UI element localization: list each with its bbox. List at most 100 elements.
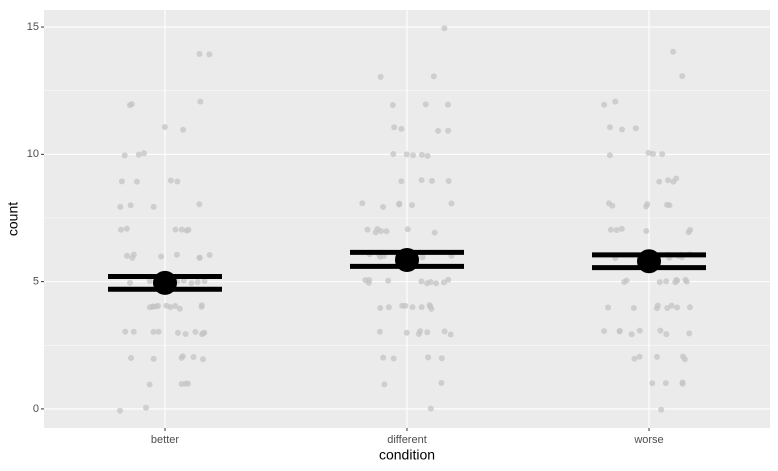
- point: [427, 405, 434, 412]
- point: [431, 229, 438, 236]
- point: [140, 150, 147, 157]
- point: [440, 279, 447, 286]
- point: [390, 150, 397, 157]
- point: [178, 226, 185, 233]
- point: [194, 279, 201, 286]
- point: [391, 124, 398, 131]
- point: [444, 101, 451, 108]
- point: [178, 354, 185, 361]
- point: [174, 178, 181, 185]
- point: [398, 125, 405, 132]
- mean-point: [395, 247, 419, 272]
- point: [636, 327, 643, 334]
- point: [643, 203, 650, 210]
- point: [190, 353, 197, 360]
- point: [659, 151, 666, 158]
- point: [428, 177, 435, 184]
- y-tick-label: 10: [27, 148, 39, 160]
- point: [150, 203, 157, 210]
- point: [601, 101, 608, 108]
- point: [630, 304, 637, 311]
- point: [118, 178, 125, 185]
- point: [424, 280, 431, 287]
- x-tick-label: worse: [633, 434, 663, 446]
- point: [178, 380, 185, 387]
- y-axis-title: count: [5, 202, 21, 236]
- point: [657, 327, 664, 334]
- point: [383, 228, 390, 235]
- point: [654, 353, 661, 360]
- point: [679, 353, 686, 360]
- point: [184, 380, 191, 387]
- point: [143, 404, 150, 411]
- point: [606, 124, 613, 131]
- point: [398, 178, 405, 185]
- point: [605, 304, 612, 311]
- point: [150, 355, 157, 362]
- point: [418, 177, 425, 184]
- point: [366, 277, 373, 284]
- point: [196, 50, 203, 57]
- point: [127, 202, 134, 209]
- point: [399, 302, 406, 309]
- point: [441, 25, 448, 32]
- point: [430, 73, 437, 80]
- point: [433, 280, 440, 287]
- point: [403, 151, 410, 158]
- point: [176, 305, 183, 312]
- point: [197, 98, 204, 105]
- point: [448, 200, 455, 207]
- point: [117, 203, 124, 210]
- point: [128, 355, 135, 362]
- point: [146, 278, 153, 285]
- point: [146, 304, 153, 311]
- point: [663, 278, 670, 285]
- point: [683, 278, 690, 285]
- point: [167, 177, 174, 184]
- x-tick-label: different: [387, 434, 427, 446]
- point: [390, 355, 397, 362]
- point: [196, 254, 203, 261]
- point: [656, 178, 663, 185]
- point: [129, 254, 136, 261]
- point: [172, 226, 179, 233]
- point: [673, 277, 680, 284]
- point: [424, 329, 431, 336]
- point: [376, 328, 383, 335]
- point: [117, 407, 124, 414]
- point: [174, 329, 181, 336]
- point: [364, 226, 371, 233]
- point: [687, 226, 694, 233]
- point: [180, 277, 187, 284]
- point: [135, 151, 142, 158]
- mean-point: [637, 249, 661, 274]
- point: [673, 175, 680, 182]
- point: [403, 329, 410, 336]
- point: [679, 73, 686, 80]
- point: [161, 124, 168, 131]
- point: [396, 200, 403, 207]
- point: [155, 328, 162, 335]
- point: [146, 381, 153, 388]
- point: [601, 328, 608, 335]
- point: [445, 276, 452, 283]
- point: [623, 277, 630, 284]
- point: [180, 126, 187, 133]
- point: [117, 226, 124, 233]
- y-tick-label: 15: [27, 21, 39, 33]
- point: [628, 331, 635, 338]
- point: [662, 380, 669, 387]
- point: [380, 354, 387, 361]
- point: [686, 304, 693, 311]
- point: [650, 150, 657, 157]
- point: [679, 379, 686, 386]
- point: [192, 328, 199, 335]
- point: [668, 302, 675, 309]
- point: [374, 226, 381, 233]
- point: [130, 328, 137, 335]
- point: [380, 203, 387, 210]
- point: [122, 328, 129, 335]
- point: [613, 227, 620, 234]
- x-tick-label: better: [151, 434, 179, 446]
